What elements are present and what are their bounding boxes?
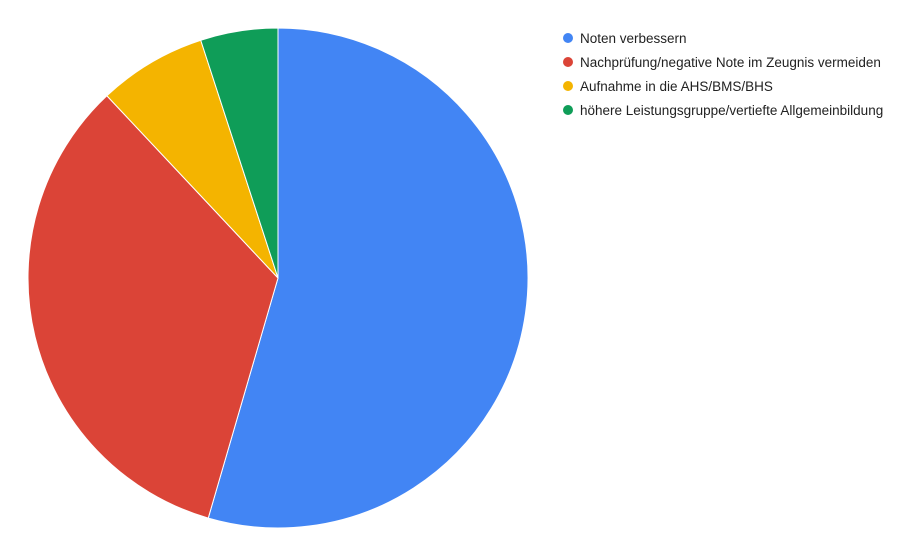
- legend-swatch-3: [563, 81, 573, 91]
- legend-item-4: höhere Leistungsgruppe/vertiefte Allgeme…: [560, 102, 890, 119]
- legend-item-3: Aufnahme in die AHS/BMS/BHS: [560, 78, 890, 95]
- pie-slice-3: [106, 39, 279, 279]
- legend-label-2: Nachprüfung/negative Note im Zeugnis ver…: [580, 55, 881, 70]
- pie-slice-2: [27, 95, 279, 519]
- legend: Noten verbessern Nachprüfung/negative Not…: [560, 30, 890, 126]
- legend-item-2: Nachprüfung/negative Note im Zeugnis ver…: [560, 54, 890, 71]
- legend-label-3: Aufnahme in die AHS/BMS/BHS: [580, 79, 773, 94]
- legend-swatch-4: [563, 105, 573, 115]
- legend-item-1: Noten verbessern: [560, 30, 890, 47]
- legend-swatch-1: [563, 33, 573, 43]
- legend-label-1: Noten verbessern: [580, 31, 687, 46]
- pie-slice-4: [200, 27, 279, 279]
- pie-slice-1: [207, 27, 529, 529]
- legend-label-4: höhere Leistungsgruppe/vertiefte Allgeme…: [580, 103, 884, 118]
- legend-swatch-2: [563, 57, 573, 67]
